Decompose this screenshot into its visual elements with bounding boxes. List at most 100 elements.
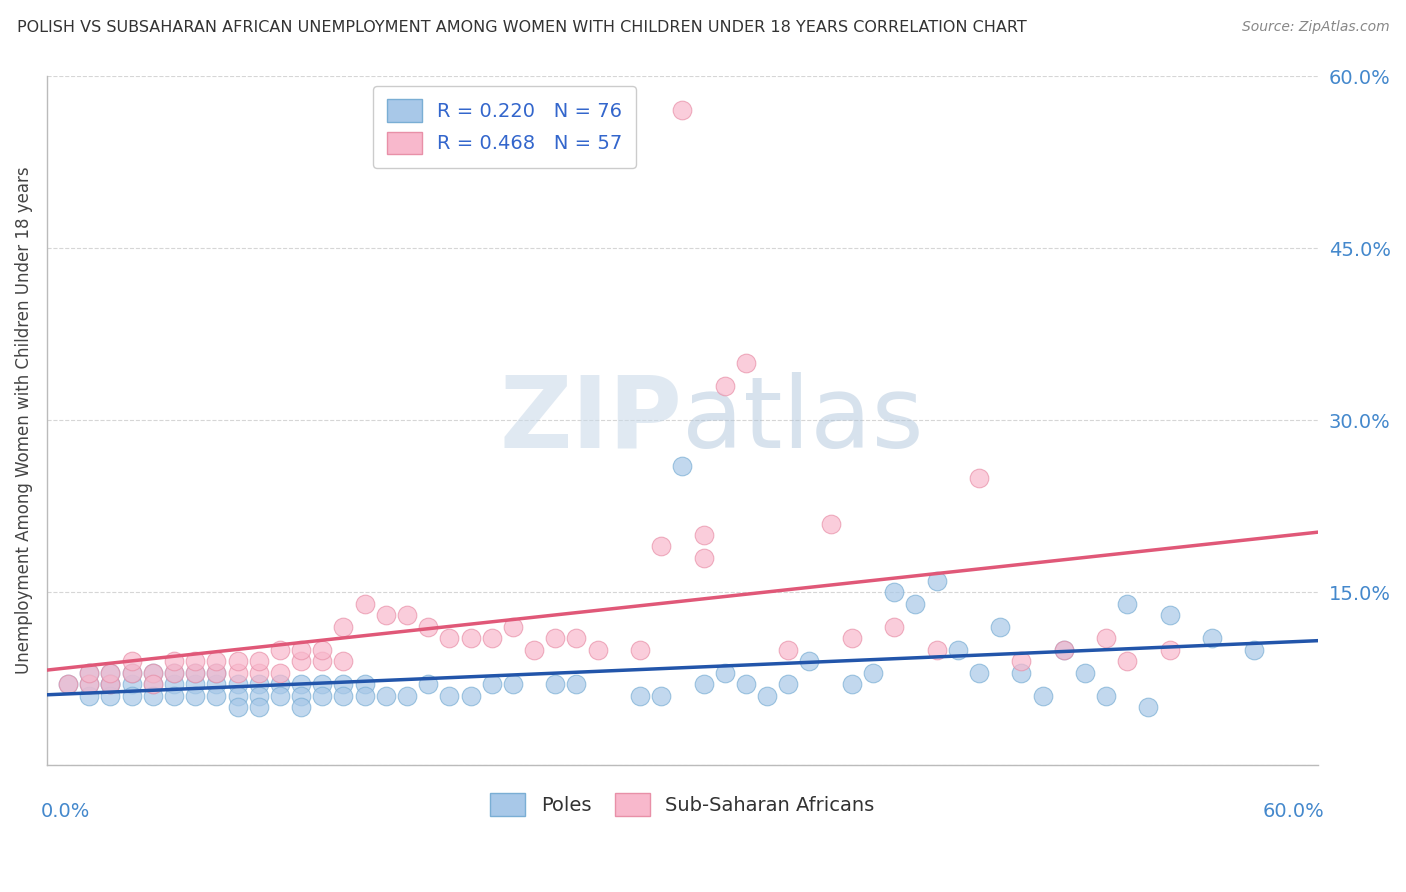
Point [269,665,291,680]
Point [142,689,165,703]
Point [205,665,228,680]
Point [77,677,100,691]
Point [100,665,122,680]
Point [395,689,418,703]
Point [967,470,990,484]
Point [439,689,461,703]
Point [311,677,333,691]
Point [247,700,270,714]
Point [692,551,714,566]
Point [841,632,863,646]
Point [650,540,672,554]
Point [925,574,948,588]
Point [565,632,588,646]
Point [671,103,693,118]
Point [1053,642,1076,657]
Point [374,689,396,703]
Point [1095,632,1118,646]
Point [904,597,927,611]
Point [713,379,735,393]
Point [967,665,990,680]
Point [290,700,312,714]
Text: Source: ZipAtlas.com: Source: ZipAtlas.com [1241,20,1389,34]
Point [439,632,461,646]
Point [332,620,354,634]
Point [205,689,228,703]
Text: ZIP: ZIP [499,372,682,469]
Point [290,642,312,657]
Point [1010,654,1032,668]
Point [226,654,249,668]
Point [205,677,228,691]
Point [100,677,122,691]
Point [100,689,122,703]
Point [544,677,567,691]
Point [395,608,418,623]
Point [1159,608,1181,623]
Point [121,665,143,680]
Y-axis label: Unemployment Among Women with Children Under 18 years: Unemployment Among Women with Children U… [15,167,32,674]
Point [1243,642,1265,657]
Point [226,700,249,714]
Point [1201,632,1223,646]
Point [77,665,100,680]
Point [883,620,905,634]
Point [247,654,270,668]
Point [1010,665,1032,680]
Point [988,620,1011,634]
Point [121,689,143,703]
Point [778,677,800,691]
Point [100,677,122,691]
Point [332,689,354,703]
Point [1095,689,1118,703]
Point [163,665,186,680]
Point [332,654,354,668]
Point [1137,700,1160,714]
Point [121,654,143,668]
Point [628,642,651,657]
Text: 0.0%: 0.0% [41,803,90,822]
Point [460,632,482,646]
Point [311,654,333,668]
Point [163,689,186,703]
Point [481,632,503,646]
Point [353,677,375,691]
Point [77,677,100,691]
Point [226,689,249,703]
Text: 60.0%: 60.0% [1263,803,1324,822]
Point [353,597,375,611]
Point [353,689,375,703]
Point [226,665,249,680]
Point [184,665,207,680]
Point [650,689,672,703]
Point [269,677,291,691]
Point [1116,654,1139,668]
Point [925,642,948,657]
Point [163,665,186,680]
Point [502,620,524,634]
Point [841,677,863,691]
Point [374,608,396,623]
Point [713,665,735,680]
Point [544,632,567,646]
Point [247,677,270,691]
Point [226,677,249,691]
Point [1159,642,1181,657]
Point [1074,665,1097,680]
Point [692,677,714,691]
Point [460,689,482,703]
Point [290,677,312,691]
Point [565,677,588,691]
Point [735,356,758,370]
Point [56,677,79,691]
Point [778,642,800,657]
Point [1031,689,1053,703]
Point [269,642,291,657]
Point [799,654,821,668]
Point [311,689,333,703]
Point [671,459,693,474]
Point [418,677,440,691]
Point [184,677,207,691]
Point [735,677,758,691]
Point [418,620,440,634]
